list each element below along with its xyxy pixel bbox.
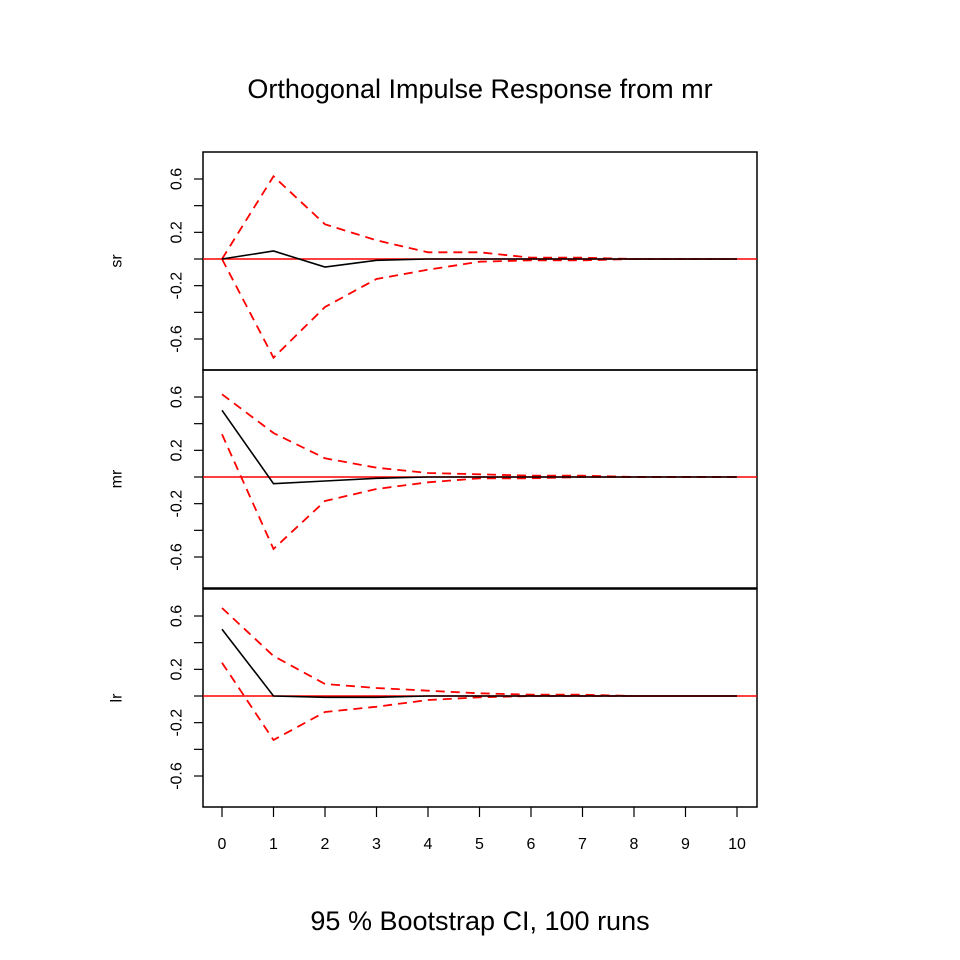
x-tick-label: 4 <box>424 836 433 853</box>
y-tick-label: -0.6 <box>169 325 186 353</box>
y-tick-label: -0.2 <box>169 490 186 518</box>
x-axis: 0 1 2 3 4 5 6 7 8 9 10 <box>218 807 746 853</box>
ci-upper-line <box>221 174 737 260</box>
response-line <box>221 628 737 699</box>
y-tick-label: 0.2 <box>169 658 186 680</box>
ci-lower-line <box>221 433 737 551</box>
x-tick-label: 2 <box>321 836 330 853</box>
x-tick-label: 6 <box>527 836 536 853</box>
panel-mr: -0.6 -0.2 0.2 0.6 mr <box>109 369 758 589</box>
y-tick-label: 0.6 <box>169 605 186 627</box>
x-tick-label: 1 <box>269 836 278 853</box>
panel-lr: -0.6 -0.2 0.2 0.6 lr <box>109 588 758 808</box>
panel-ylabel: lr <box>109 693 126 703</box>
y-tick-label: -0.2 <box>169 272 186 300</box>
x-tick-label: 8 <box>630 836 639 853</box>
x-tick-label: 3 <box>372 836 381 853</box>
chart-title: Orthogonal Impulse Response from mr <box>247 74 712 104</box>
ci-lower-line <box>221 258 737 360</box>
panel-ylabel: sr <box>109 254 126 268</box>
ci-upper-line <box>221 607 737 697</box>
x-tick-label: 5 <box>475 836 484 853</box>
x-tick-label: 10 <box>728 836 746 853</box>
y-tick-label: -0.6 <box>169 762 186 790</box>
x-tick-label: 0 <box>218 836 227 853</box>
x-tick-label: 7 <box>578 836 587 853</box>
y-tick-label: 0.6 <box>169 168 186 190</box>
y-tick-label: -0.2 <box>169 709 186 737</box>
y-tick-label: 0.2 <box>169 439 186 461</box>
panels-group: -0.6 -0.2 0.2 0.6 sr -0.6 -0.2 0.2 0.6 mr -0.6 -0.2… <box>109 151 758 808</box>
x-tick-label: 9 <box>681 836 690 853</box>
panel-ylabel: mr <box>109 469 126 488</box>
y-tick-label: 0.6 <box>169 386 186 408</box>
ci-lower-line <box>221 662 737 742</box>
response-line <box>221 409 737 485</box>
response-line <box>221 250 737 268</box>
ci-upper-line <box>221 393 737 478</box>
y-tick-label: 0.2 <box>169 221 186 243</box>
panel-frame <box>202 369 758 589</box>
panel-sr: -0.6 -0.2 0.2 0.6 sr <box>109 151 758 371</box>
chart-subtitle: 95 % Bootstrap CI, 100 runs <box>310 906 649 936</box>
y-tick-label: -0.6 <box>169 543 186 571</box>
